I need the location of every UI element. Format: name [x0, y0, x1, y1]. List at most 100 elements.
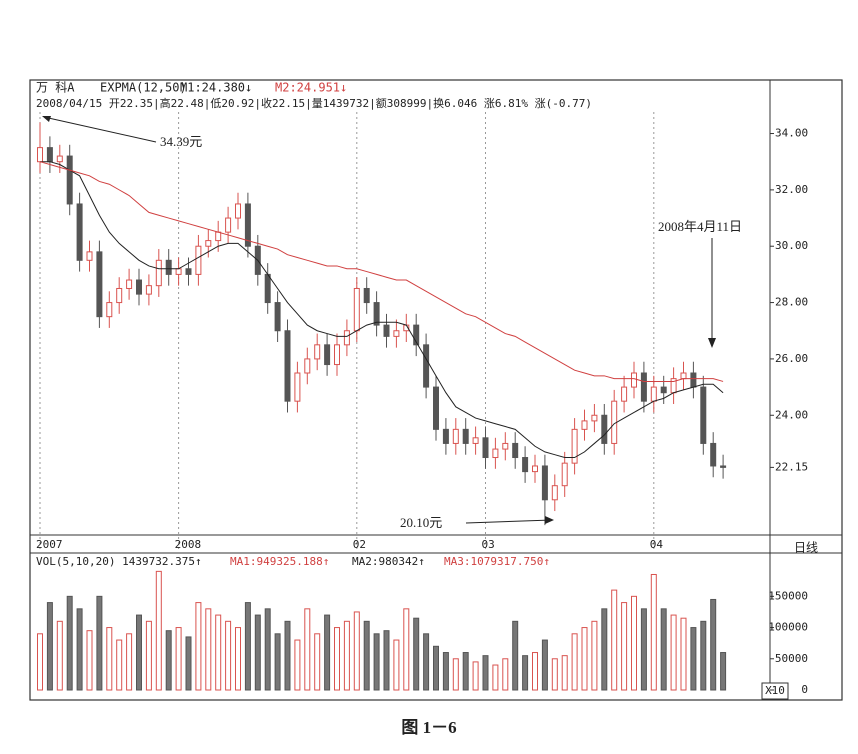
candle-body	[145, 285, 152, 295]
candle-body	[690, 372, 697, 388]
volume-bar	[284, 620, 291, 691]
volume-bar	[165, 630, 172, 691]
volume-bar	[512, 620, 519, 691]
volume-bar	[413, 617, 420, 691]
volume-bar	[185, 636, 192, 691]
volume-bar	[116, 639, 123, 691]
volume-bar	[66, 595, 73, 691]
x-tick-label: 02	[353, 538, 366, 551]
y-tick-label: 150000	[768, 589, 808, 602]
volume-bar	[175, 627, 182, 691]
candle-body	[244, 203, 251, 247]
x-tick-label: 2008	[175, 538, 202, 551]
candle-body	[640, 372, 647, 402]
y-tick-label: 26.00	[775, 352, 808, 365]
volume-bar	[561, 655, 568, 691]
volume-bar	[541, 639, 548, 691]
candle-body	[472, 437, 479, 444]
volume-bar	[522, 655, 529, 691]
volume-bar	[136, 614, 142, 691]
volume-bar	[383, 630, 390, 691]
volume-bar	[462, 652, 469, 691]
volume-title: VOL(5,10,20) 1439732.375↑	[36, 555, 202, 568]
candle-body	[522, 457, 529, 473]
candle-body	[532, 465, 538, 473]
indicator-line	[39, 161, 724, 382]
indicator-line	[40, 161, 724, 459]
volume-bar	[710, 598, 717, 691]
volume-bar	[215, 614, 222, 691]
volume-bar	[640, 608, 647, 691]
candle-body	[413, 324, 420, 346]
volume-bar	[274, 633, 281, 691]
volume-bar	[680, 617, 687, 691]
arrow-head	[708, 338, 716, 348]
candle-body	[502, 442, 509, 450]
volume-bar	[155, 570, 162, 691]
volume-bar	[611, 589, 618, 691]
candle-body	[334, 344, 340, 366]
candle-body	[660, 386, 667, 394]
volume-bar	[294, 639, 301, 691]
candle-body	[284, 330, 291, 402]
volume-bar	[482, 655, 489, 691]
candle-body	[581, 420, 588, 430]
annotation: 2008年4月11日	[658, 219, 742, 234]
annotation-arrow	[43, 116, 157, 143]
candle-body	[205, 240, 212, 247]
volume-bar	[205, 608, 212, 691]
y-tick-label: 22.15	[775, 460, 808, 473]
candle-body	[680, 372, 687, 380]
volume-bar	[393, 639, 400, 691]
volume-bar	[264, 608, 271, 691]
volume-bar	[532, 652, 538, 691]
candle-body	[710, 442, 717, 467]
candle-body	[423, 344, 430, 388]
candle-body	[185, 268, 192, 275]
volume-bar	[442, 652, 449, 691]
candle-body	[720, 465, 727, 468]
volume-bar	[314, 633, 321, 691]
volume-bar	[452, 658, 459, 691]
legend-entry: MA3:1079317.750↑	[444, 555, 550, 568]
y-tick-label: 30.00	[775, 239, 808, 252]
candle-body	[650, 386, 657, 402]
volume-bar	[343, 620, 350, 691]
figure-caption: 图 1－6	[401, 718, 456, 737]
candle-body	[561, 462, 568, 487]
volume-bar	[492, 664, 499, 691]
volume-bar	[660, 608, 667, 691]
candle-body	[433, 386, 439, 430]
annotation-arrow	[465, 519, 553, 524]
candle-body	[264, 273, 271, 304]
candle-body	[631, 372, 637, 388]
volume-bar	[690, 627, 697, 691]
volume-bar	[145, 620, 152, 691]
candle-body	[116, 287, 123, 304]
volume-bar	[472, 661, 479, 691]
volume-bar	[254, 614, 261, 691]
candle-body	[314, 344, 321, 360]
candle-body	[492, 448, 499, 459]
volume-bar	[601, 608, 608, 691]
candle-body	[571, 428, 578, 464]
y-tick-label: 50000	[775, 652, 808, 665]
volume-bar	[235, 627, 241, 691]
candle-body	[76, 203, 83, 261]
y-tick-label: 100000	[768, 621, 808, 634]
y-tick-label: 32.00	[775, 183, 808, 196]
y-tick-label: 28.00	[775, 296, 808, 309]
candle-body	[106, 302, 113, 318]
volume-bar	[304, 608, 311, 691]
candle-body	[363, 287, 370, 304]
candle-body	[86, 251, 93, 261]
candle-body	[215, 231, 222, 242]
candle-body	[56, 155, 63, 163]
candle-body	[452, 428, 459, 444]
candle-body	[274, 302, 281, 332]
volume-bar	[571, 633, 578, 691]
volume-bar	[86, 630, 93, 691]
candle-body	[126, 279, 133, 289]
candle-body	[442, 428, 449, 444]
